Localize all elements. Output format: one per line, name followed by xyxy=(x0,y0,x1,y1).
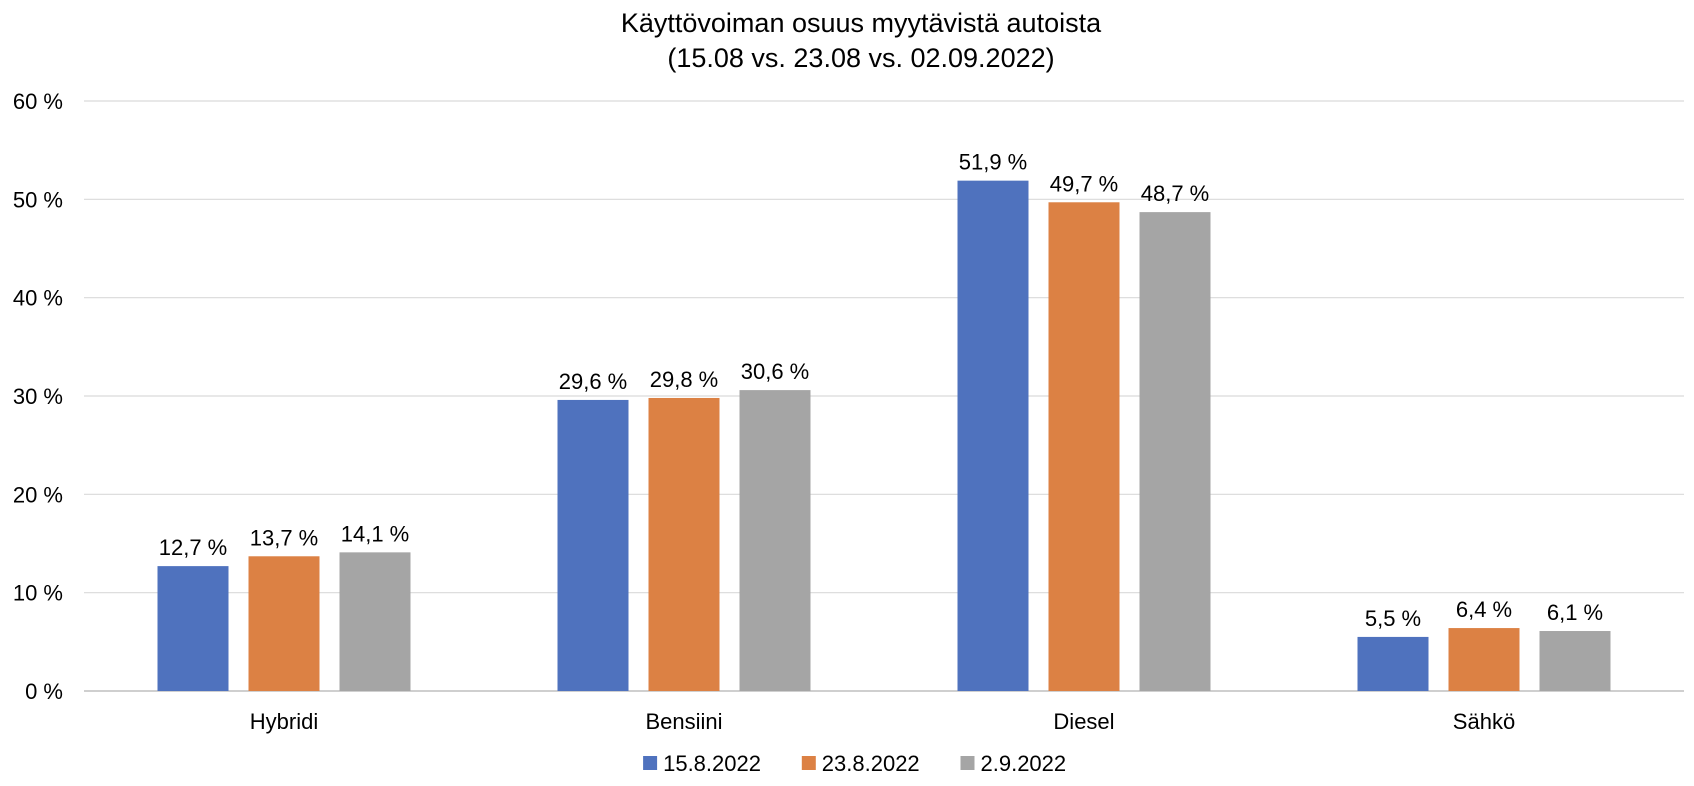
y-tick-label: 20 % xyxy=(13,482,63,507)
data-label: 6,4 % xyxy=(1456,597,1512,622)
data-label: 49,7 % xyxy=(1050,171,1119,196)
legend: 15.8.2022 23.8.2022 2.9.2022 xyxy=(643,751,1066,776)
category-label: Hybridi xyxy=(250,709,318,734)
legend-label: 15.8.2022 xyxy=(663,751,761,776)
y-axis-ticks: 0 % 10 % 20 % 30 % 40 % 50 % 60 % xyxy=(13,89,63,704)
legend-label: 2.9.2022 xyxy=(981,751,1067,776)
data-label: 48,7 % xyxy=(1141,181,1210,206)
bar xyxy=(157,566,229,691)
bar xyxy=(1139,212,1211,691)
bars xyxy=(157,180,1611,692)
y-tick-label: 30 % xyxy=(13,384,63,409)
data-label: 13,7 % xyxy=(250,525,319,550)
y-tick-label: 60 % xyxy=(13,89,63,114)
y-tick-label: 40 % xyxy=(13,286,63,311)
y-tick-label: 10 % xyxy=(13,581,63,606)
category-label: Bensiini xyxy=(645,709,722,734)
data-label: 6,1 % xyxy=(1547,600,1603,625)
bar xyxy=(248,556,320,691)
bar xyxy=(557,399,629,691)
chart-title: Käyttövoiman osuus myytävistä autoista xyxy=(621,8,1102,38)
gridlines xyxy=(84,100,1684,692)
data-label: 29,8 % xyxy=(650,367,719,392)
legend-swatch xyxy=(960,756,975,770)
y-tick-label: 50 % xyxy=(13,187,63,212)
bar xyxy=(648,397,720,691)
legend-swatch xyxy=(801,756,816,770)
legend-label: 23.8.2022 xyxy=(822,751,920,776)
y-tick-label: 0 % xyxy=(25,679,63,704)
bar xyxy=(739,390,811,691)
data-label: 12,7 % xyxy=(159,535,228,560)
category-label: Diesel xyxy=(1053,709,1114,734)
chart-subtitle: (15.08 vs. 23.08 vs. 02.09.2022) xyxy=(667,43,1054,73)
data-labels: 12,7 % 13,7 % 14,1 % 29,6 % 29,8 % 30,6 % 51,9… xyxy=(159,150,1603,631)
data-label: 14,1 % xyxy=(341,521,410,546)
category-label: Sähkö xyxy=(1453,709,1515,734)
bar xyxy=(1448,628,1520,691)
bar xyxy=(339,552,411,691)
bar xyxy=(1357,636,1429,691)
bar xyxy=(957,180,1029,691)
bar xyxy=(1048,202,1120,692)
data-label: 29,6 % xyxy=(559,369,628,394)
data-label: 30,6 % xyxy=(741,359,810,384)
data-label: 51,9 % xyxy=(959,150,1028,175)
legend-swatch xyxy=(643,756,658,770)
x-axis-categories: Hybridi Bensiini Diesel Sähkö xyxy=(250,709,1515,734)
data-label: 5,5 % xyxy=(1365,606,1421,631)
bar xyxy=(1539,631,1611,691)
